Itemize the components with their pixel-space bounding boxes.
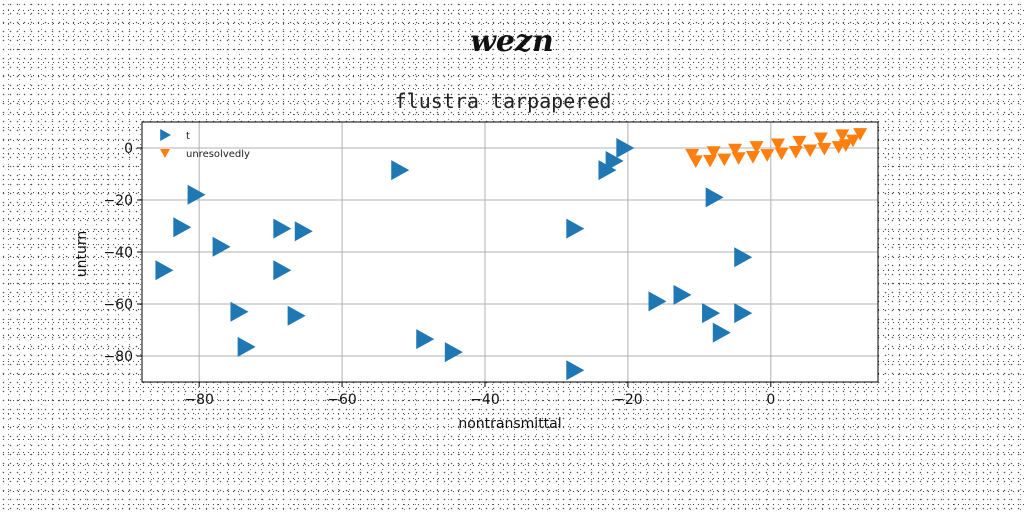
x-tick-label: −80 (184, 392, 214, 408)
series-layer (155, 128, 868, 381)
data-point (734, 247, 753, 268)
series-1 (685, 128, 868, 168)
data-point (212, 236, 231, 257)
data-point (702, 303, 721, 324)
y-tick-label: −60 (103, 297, 133, 313)
y-axis-ticks: 0 −20 −40 −60 −80 (103, 141, 142, 365)
data-point (817, 142, 832, 156)
data-point (230, 301, 249, 322)
data-point (792, 135, 807, 149)
data-point (734, 303, 753, 324)
legend-marker (160, 149, 170, 158)
data-point (444, 342, 463, 363)
data-point (566, 360, 585, 381)
y-tick-label: 0 (124, 141, 133, 157)
data-point (391, 160, 410, 181)
data-point (835, 129, 850, 142)
y-tick-label: −80 (103, 349, 133, 365)
data-point (788, 146, 803, 159)
data-point (728, 143, 743, 157)
x-axis-label: nontransmittal (458, 416, 561, 432)
data-point (803, 144, 818, 158)
data-point (173, 217, 192, 238)
data-point (813, 132, 828, 146)
data-point (294, 221, 313, 242)
data-point (273, 218, 292, 239)
data-point (760, 149, 775, 162)
y-tick-label: −40 (103, 245, 133, 261)
data-point (237, 336, 256, 357)
data-point (155, 260, 174, 281)
data-point (712, 322, 731, 343)
legend: t unresolvedly (160, 129, 250, 160)
data-point (566, 218, 585, 239)
data-point (605, 151, 624, 171)
x-axis-ticks: −80 −60 −40 −20 0 (184, 382, 775, 408)
x-tick-label: 0 (766, 392, 775, 408)
data-point (673, 284, 692, 305)
figure-suptitle: wezn (470, 24, 554, 59)
x-tick-label: −40 (470, 392, 500, 408)
data-point (845, 134, 860, 148)
data-point (648, 291, 667, 312)
x-tick-label: −60 (327, 392, 357, 408)
data-point (705, 187, 724, 208)
data-point (745, 150, 760, 164)
data-point (273, 260, 292, 281)
x-tick-label: −20 (613, 392, 643, 408)
data-point (749, 141, 764, 154)
legend-label: t (186, 131, 190, 142)
data-point (706, 146, 721, 159)
series-0 (155, 138, 753, 381)
data-point (685, 148, 700, 162)
legend-marker (160, 129, 171, 141)
data-point (187, 184, 206, 205)
data-point (717, 153, 732, 167)
legend-label: unresolvedly (186, 149, 250, 160)
data-point (287, 305, 306, 326)
data-point (770, 138, 785, 152)
y-axis-label: unturn (74, 231, 90, 278)
data-point (838, 139, 853, 152)
data-point (616, 138, 635, 158)
y-tick-label: −20 (103, 193, 133, 209)
data-point (416, 329, 435, 350)
data-point (598, 160, 617, 181)
chart-title: flustra tarpapered (395, 89, 612, 113)
data-point (853, 128, 868, 141)
